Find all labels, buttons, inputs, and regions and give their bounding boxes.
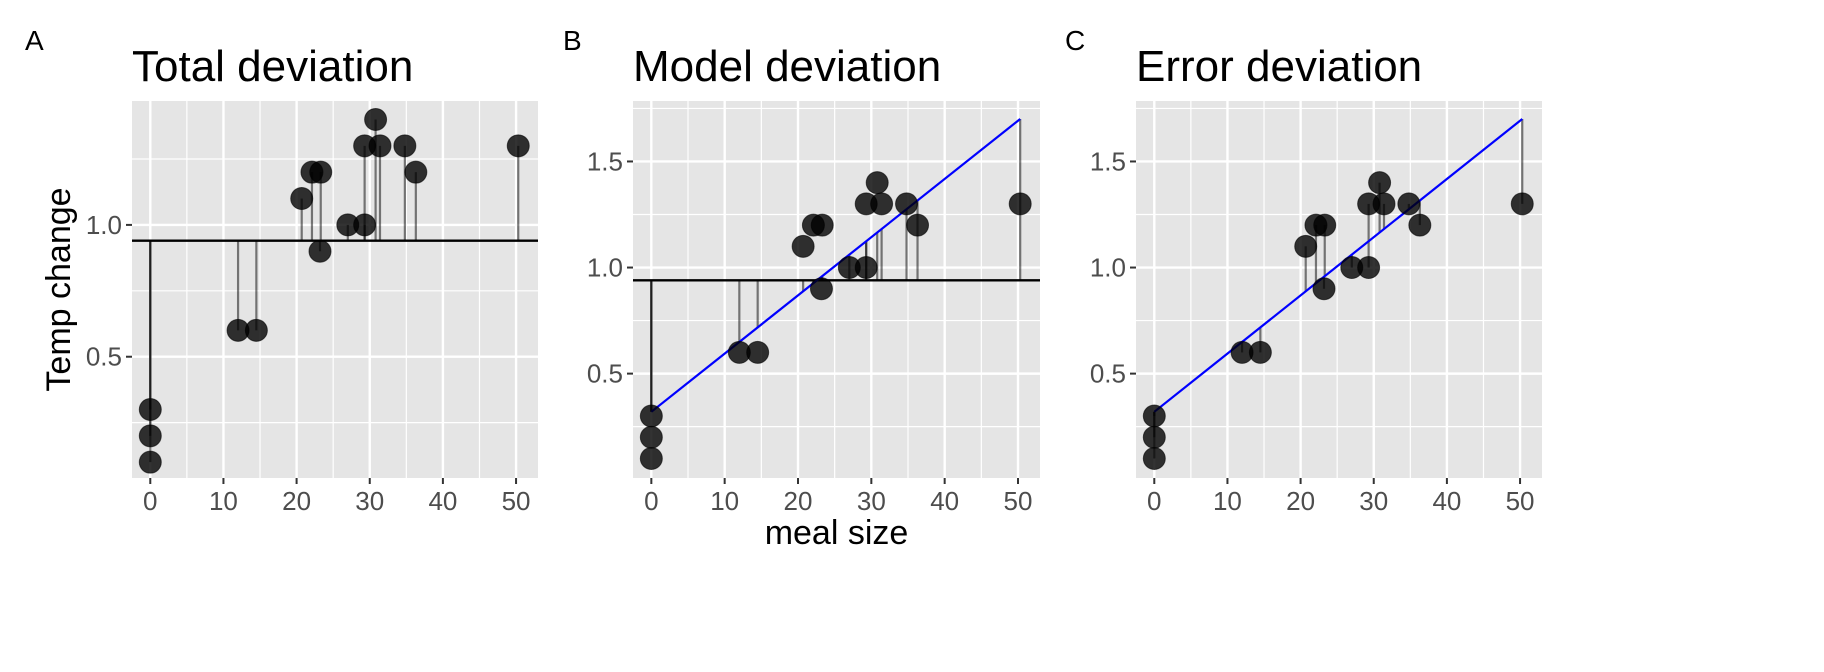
x-tick-label: 50	[1004, 486, 1033, 516]
data-point	[1142, 404, 1166, 428]
panel-title: Model deviation	[633, 42, 941, 91]
regression-line	[650, 118, 1021, 413]
data-point	[906, 213, 930, 237]
plot-background	[633, 101, 1040, 478]
x-tick-label: 50	[502, 486, 531, 516]
data-point	[895, 192, 919, 216]
data-point	[854, 256, 878, 280]
data-point	[393, 134, 417, 158]
data-point	[870, 192, 894, 216]
data-point	[364, 107, 388, 131]
data-point	[308, 239, 332, 263]
panel-a: A Total deviation 0 10 20 30 40 50 0.5 1.0 Temp ch…	[25, 25, 538, 516]
data-point	[404, 160, 428, 184]
data-point	[1142, 446, 1166, 470]
data-point	[1510, 192, 1534, 216]
x-tick-label: 30	[1359, 486, 1388, 516]
data-point	[506, 134, 530, 158]
x-tick-label: 20	[282, 486, 311, 516]
data-point	[309, 160, 333, 184]
y-tick-label: 1.0	[1090, 253, 1126, 283]
y-tick-label: 1.5	[587, 146, 623, 176]
x-tick-label: 0	[143, 486, 157, 516]
data-point	[810, 213, 834, 237]
data-point	[639, 404, 663, 428]
data-point	[1312, 277, 1336, 301]
data-point	[138, 397, 162, 421]
x-tick-label: 20	[1286, 486, 1315, 516]
regression-line	[1153, 118, 1523, 413]
x-tick-label: 40	[428, 486, 457, 516]
data-point	[1008, 192, 1032, 216]
y-tick-label: 1.0	[86, 210, 122, 240]
data-point	[353, 213, 377, 237]
x-tick-label: 10	[209, 486, 238, 516]
data-point	[1313, 213, 1337, 237]
data-point	[1248, 340, 1272, 364]
data-point	[138, 424, 162, 448]
data-point	[1397, 192, 1421, 216]
panel-title: Error deviation	[1136, 42, 1422, 91]
x-tick-label: 20	[784, 486, 813, 516]
data-point	[865, 171, 889, 195]
data-point	[639, 446, 663, 470]
data-point	[244, 318, 268, 342]
panel-title: Total deviation	[132, 42, 413, 91]
x-tick-label: 40	[1432, 486, 1461, 516]
x-tick-label: 0	[1147, 486, 1161, 516]
plot-area	[633, 101, 1040, 478]
data-point	[1408, 213, 1432, 237]
y-axis-label: Temp change	[40, 187, 78, 391]
x-tick-label: 50	[1506, 486, 1535, 516]
data-point	[290, 187, 314, 211]
data-point	[791, 234, 815, 258]
data-point	[1372, 192, 1396, 216]
x-tick-label: 40	[930, 486, 959, 516]
panel-c: C Error deviation 0 10 20 30 40 50 0.5 1.0 1.5	[1065, 25, 1542, 516]
data-point	[746, 340, 770, 364]
panel-tag: B	[563, 25, 582, 56]
y-tick-label: 0.5	[86, 342, 122, 372]
plot-background	[1136, 101, 1542, 478]
plot-area	[1136, 101, 1542, 478]
x-tick-label: 10	[710, 486, 739, 516]
y-tick-label: 0.5	[587, 359, 623, 389]
data-point	[1294, 234, 1318, 258]
x-tick-label: 30	[857, 486, 886, 516]
data-point	[639, 425, 663, 449]
x-tick-label: 0	[644, 486, 658, 516]
data-point	[809, 277, 833, 301]
panel-tag: C	[1065, 25, 1085, 56]
data-point	[1368, 171, 1392, 195]
data-point	[1357, 256, 1381, 280]
panel-b: B Model deviation 0 10 20 30 40 50 0.5 1.0 1.5 meal…	[563, 25, 1040, 552]
x-tick-label: 30	[355, 486, 384, 516]
y-tick-label: 0.5	[1090, 359, 1126, 389]
data-point	[138, 450, 162, 474]
plot-area	[132, 101, 538, 478]
x-axis-label: meal size	[765, 514, 909, 552]
y-tick-label: 1.0	[587, 253, 623, 283]
y-tick-label: 1.5	[1090, 146, 1126, 176]
plot-background	[132, 101, 538, 478]
data-point	[368, 134, 392, 158]
data-point	[1142, 425, 1166, 449]
panel-tag: A	[25, 25, 44, 56]
x-tick-label: 10	[1213, 486, 1242, 516]
